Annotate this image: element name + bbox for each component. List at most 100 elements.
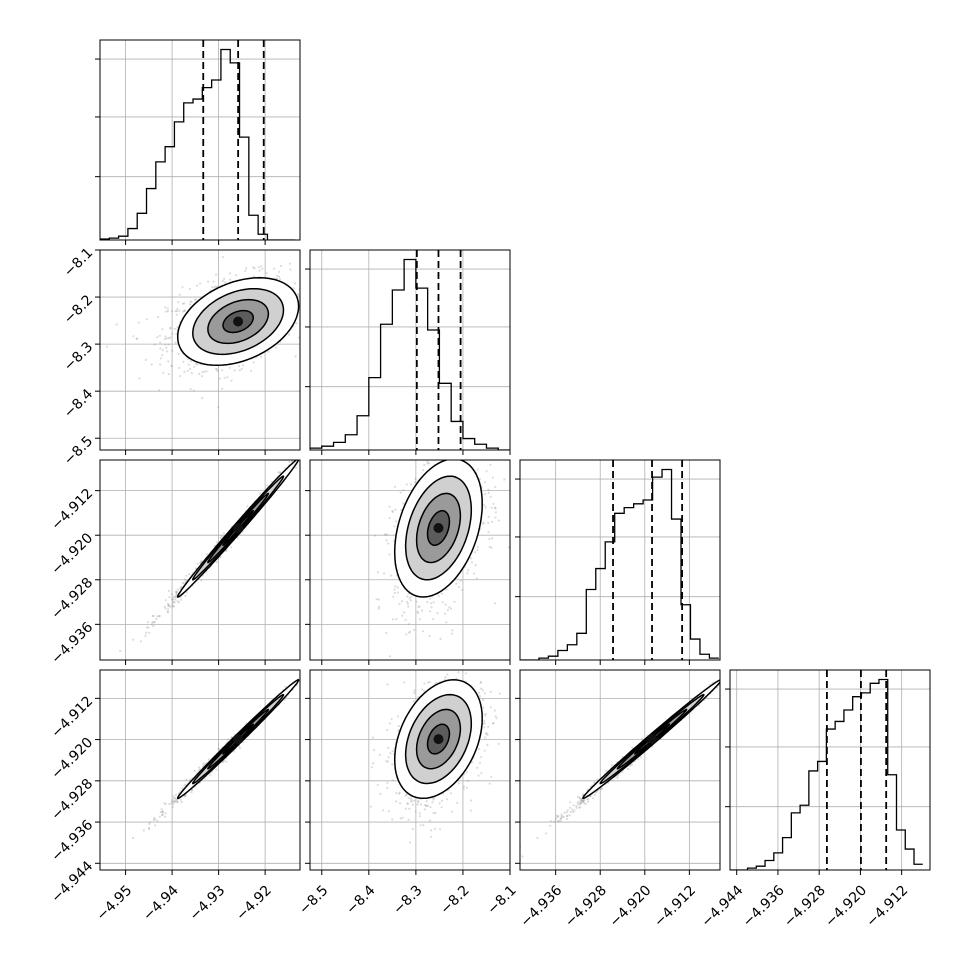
sample-point <box>179 375 182 378</box>
sample-point <box>173 800 176 803</box>
sample-point <box>159 341 162 344</box>
sample-point <box>174 596 178 599</box>
sample-point <box>214 367 218 371</box>
sample-point <box>163 338 166 341</box>
sample-point <box>307 340 309 342</box>
sample-point <box>484 493 487 496</box>
sample-point <box>242 364 245 367</box>
sample-point <box>385 631 388 635</box>
sample-point <box>466 572 469 575</box>
sample-point <box>278 270 281 273</box>
sample-point <box>219 536 222 539</box>
sample-point <box>161 810 164 813</box>
sample-point <box>201 375 204 378</box>
sample-point <box>174 598 177 601</box>
sample-point <box>444 603 447 606</box>
sample-point <box>481 453 483 455</box>
y-tick-label: −8.5 <box>61 433 96 468</box>
sample-point <box>176 326 179 329</box>
sample-point <box>393 485 396 488</box>
sample-point <box>383 572 386 575</box>
sample-point <box>186 369 189 372</box>
sample-point <box>132 836 135 840</box>
sample-point <box>184 795 187 798</box>
sample-point <box>164 343 167 346</box>
sample-point <box>489 463 492 466</box>
contour-2 <box>207 708 270 770</box>
sample-point <box>494 516 497 519</box>
sample-point <box>488 545 491 548</box>
sample-point <box>446 608 449 612</box>
sample-point <box>175 593 178 596</box>
sample-point <box>470 561 474 564</box>
sample-point <box>399 491 402 494</box>
x-tick-label: −4.94 <box>140 882 182 924</box>
sample-point <box>185 591 188 594</box>
sample-point <box>430 457 432 459</box>
sample-point <box>152 624 155 628</box>
contour-3 <box>222 309 255 334</box>
sample-point <box>165 310 168 313</box>
sample-point <box>178 309 181 312</box>
sample-point <box>532 507 534 509</box>
sample-point <box>177 301 180 304</box>
panel-3-1: −8.5 −8.4 −8.3 −8.2 −8.1 <box>296 669 520 918</box>
sample-point <box>179 586 182 589</box>
sample-point <box>412 628 416 631</box>
sample-point <box>183 784 186 787</box>
sample-point <box>403 611 406 614</box>
sample-point <box>415 600 418 603</box>
sample-point <box>421 630 425 633</box>
sample-point <box>409 595 412 598</box>
sample-point <box>166 350 169 353</box>
sample-point <box>171 349 174 352</box>
sample-point <box>159 811 162 814</box>
sample-point <box>179 598 183 601</box>
sample-point <box>144 358 147 361</box>
sample-point <box>426 460 429 463</box>
sample-point <box>408 631 411 634</box>
sample-point <box>295 322 298 325</box>
sample-point <box>201 397 204 400</box>
y-tick-label: −4.944 <box>48 858 96 906</box>
sample-point <box>167 608 170 611</box>
sample-point <box>494 511 497 514</box>
sample-point <box>304 450 306 452</box>
sample-point <box>167 373 170 376</box>
sample-point <box>221 387 224 390</box>
sample-point <box>164 599 167 602</box>
sample-point <box>181 787 184 790</box>
sample-point <box>475 577 479 580</box>
sample-point <box>487 531 490 534</box>
sample-point <box>406 595 409 598</box>
sample-point <box>449 607 453 610</box>
sample-point <box>387 542 390 545</box>
sample-point <box>278 275 281 278</box>
sample-point <box>230 735 233 739</box>
sample-point <box>389 574 393 577</box>
contour-1 <box>192 475 285 581</box>
sample-point <box>482 521 485 524</box>
sample-point <box>175 313 178 316</box>
sample-point <box>119 649 122 653</box>
sample-point <box>385 539 388 542</box>
sample-point <box>164 306 167 309</box>
sample-point <box>228 366 231 369</box>
sample-point <box>193 769 196 772</box>
sample-point <box>189 778 192 781</box>
sample-point <box>176 800 179 803</box>
sample-point <box>304 322 306 324</box>
sample-point <box>148 828 151 831</box>
sample-point <box>375 598 378 601</box>
sample-point <box>167 611 170 614</box>
sample-point <box>137 321 140 324</box>
sample-point <box>183 302 186 305</box>
sample-point <box>145 626 148 629</box>
contour-3 <box>222 723 254 755</box>
histogram-1 <box>310 258 510 450</box>
sample-point <box>406 600 409 604</box>
histogram-2 <box>520 468 719 660</box>
sample-point <box>171 806 174 809</box>
sample-point <box>421 609 424 612</box>
